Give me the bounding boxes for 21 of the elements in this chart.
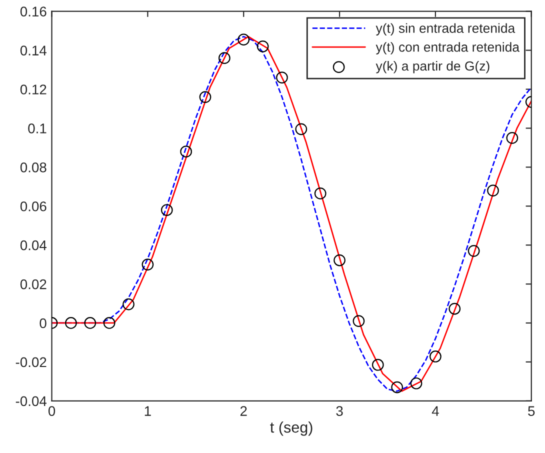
- legend-label: y(k) a partir de G(z): [376, 60, 490, 74]
- x-tick-label: 0: [48, 406, 56, 416]
- y-tick-label: 0: [40, 318, 46, 328]
- y-tick-label: 0.02: [20, 279, 46, 290]
- y-tick-label: -0.04: [16, 396, 47, 406]
- y-tick-label: 0.04: [20, 240, 47, 250]
- x-tick-label: 5: [528, 406, 535, 416]
- legend-label: y(t) con entrada retenida: [376, 42, 520, 54]
- x-tick-label: 3: [336, 406, 343, 416]
- y-tick-label: -0.02: [16, 357, 46, 368]
- x-tick-label: 4: [432, 406, 439, 416]
- y-tick-label: 0.12: [20, 84, 46, 94]
- x-tick-label: 1: [144, 406, 151, 416]
- y-tick-label: 0.08: [20, 162, 46, 172]
- y-tick-label: 0.14: [20, 46, 47, 56]
- y-tick-label: 0.06: [20, 201, 46, 212]
- y-tick-label: 0.16: [20, 6, 46, 16]
- x-axis-title: t (seg): [270, 421, 312, 436]
- y-tick-label: 0.1: [28, 124, 46, 134]
- legend-label: y(t) sin entrada retenida: [376, 23, 516, 36]
- x-tick-label: 2: [240, 406, 247, 416]
